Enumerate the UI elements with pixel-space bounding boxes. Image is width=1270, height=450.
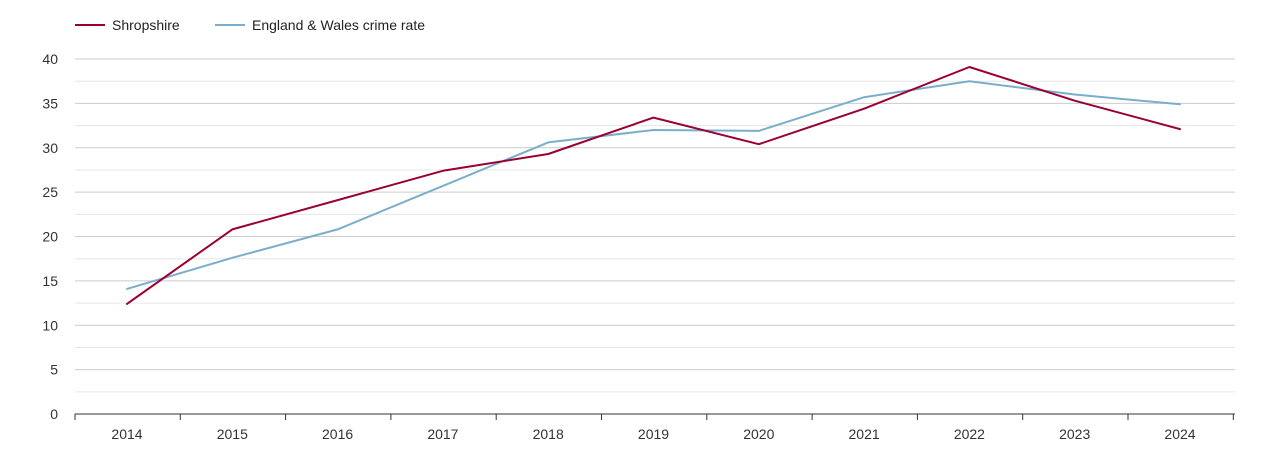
x-tick-label: 2015 [217, 426, 248, 442]
x-tick-label: 2017 [427, 426, 458, 442]
y-tick-label: 0 [50, 406, 58, 422]
legend: Shropshire England & Wales crime rate [75, 17, 425, 33]
legend-item-1[interactable]: England & Wales crime rate [215, 17, 425, 33]
legend-item-0[interactable]: Shropshire [75, 17, 180, 33]
x-tick-label: 2014 [111, 426, 142, 442]
y-tick-label: 25 [42, 184, 58, 200]
series-line-shropshire[interactable] [126, 66, 1181, 305]
legend-label: England & Wales crime rate [252, 17, 425, 33]
x-axis: 2014 2015 2016 2017 2018 2019 2020 2021 2022 2023… [74, 413, 1235, 442]
x-tick-label: 2019 [638, 426, 669, 442]
grid [75, 58, 1235, 393]
x-tick-label: 2018 [533, 426, 564, 442]
y-tick-label: 5 [50, 362, 58, 378]
y-tick-label: 30 [42, 140, 58, 156]
y-tick-label: 35 [42, 95, 58, 111]
y-axis: 0 5 10 15 20 25 30 35 40 [42, 51, 58, 422]
y-tick-label: 10 [42, 317, 58, 333]
series-line-england-wales[interactable] [126, 80, 1181, 290]
x-tick-label: 2016 [322, 426, 353, 442]
x-tick-label: 2024 [1164, 426, 1195, 442]
x-tick-label: 2020 [743, 426, 774, 442]
x-tick-label: 2023 [1059, 426, 1090, 442]
x-tick-label: 2022 [954, 426, 985, 442]
series-group [126, 66, 1181, 305]
y-tick-label: 20 [42, 229, 58, 245]
y-tick-label: 40 [42, 51, 58, 67]
legend-label: Shropshire [112, 17, 180, 33]
x-tick-label: 2021 [849, 426, 880, 442]
y-tick-label: 15 [42, 273, 58, 289]
